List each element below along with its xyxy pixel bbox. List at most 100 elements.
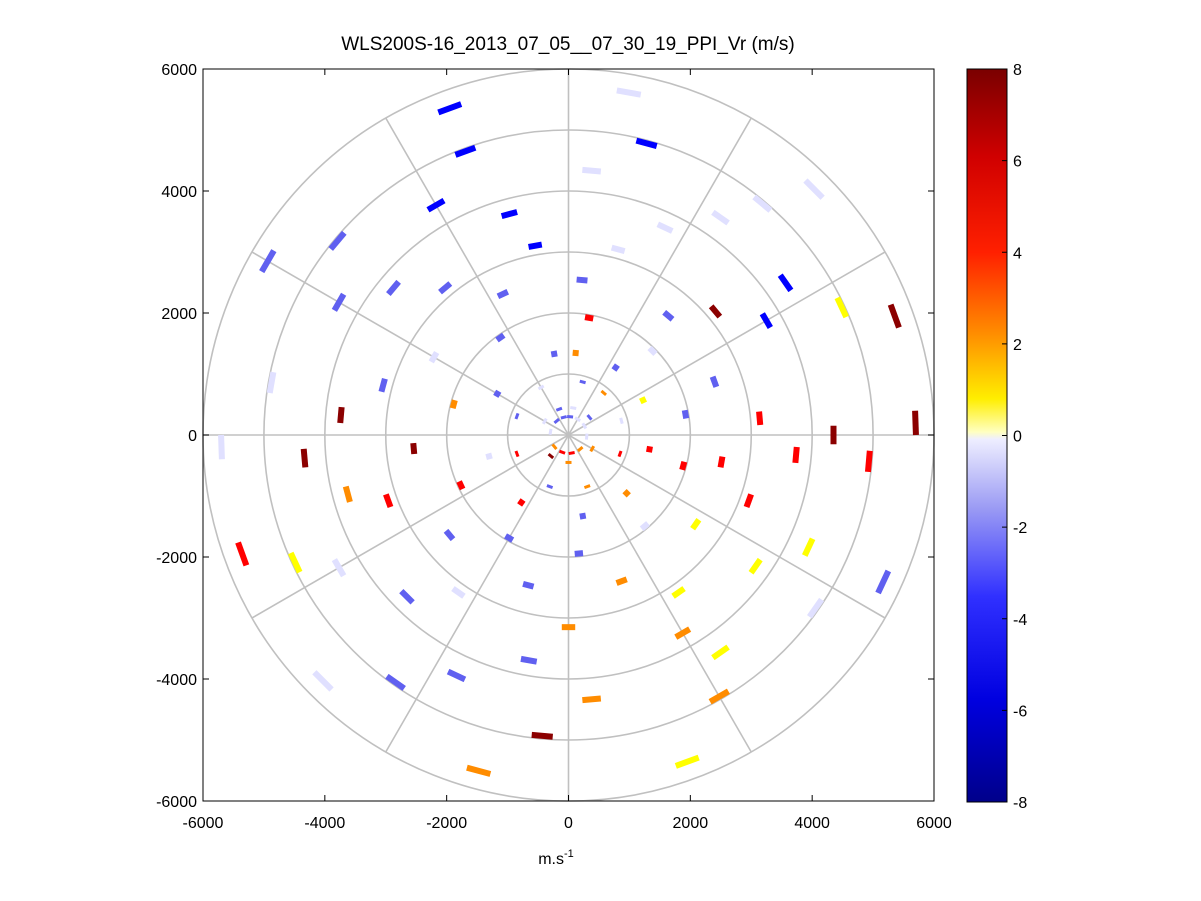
velocity-bin bbox=[517, 498, 526, 507]
velocity-bin bbox=[584, 314, 594, 322]
y-tick-label: 6000 bbox=[161, 62, 197, 79]
velocity-bin bbox=[662, 310, 675, 322]
velocity-bin bbox=[581, 422, 588, 430]
velocity-bin bbox=[635, 137, 658, 149]
colorbar-tick-label: -4 bbox=[1013, 612, 1027, 629]
colorbar-tick-label: 0 bbox=[1013, 429, 1022, 446]
chart-title: WLS200S-16_2013_07_05__07_30_19_PPI_Vr (… bbox=[341, 34, 795, 55]
colorbar-tick-label: 4 bbox=[1013, 245, 1022, 262]
velocity-bin bbox=[520, 655, 538, 665]
velocity-bin bbox=[551, 443, 558, 451]
velocity-bin bbox=[690, 518, 702, 531]
velocity-bin bbox=[619, 417, 624, 425]
velocity-bin bbox=[887, 303, 902, 329]
velocity-bin bbox=[566, 415, 574, 419]
colorbar-ticks: 8 6 4 2 0 -2 -4 -6 -8 bbox=[1002, 62, 1027, 812]
velocity-bin bbox=[674, 626, 692, 640]
velocity-bin bbox=[500, 209, 518, 220]
azimuth-spoke bbox=[568, 434, 886, 619]
y-tick-label: 4000 bbox=[161, 184, 197, 201]
velocity-bin bbox=[410, 442, 418, 455]
velocity-bin bbox=[572, 349, 579, 357]
velocity-bin bbox=[582, 166, 602, 175]
velocity-bin bbox=[541, 417, 548, 425]
velocity-bin bbox=[218, 434, 225, 460]
velocity-bin bbox=[576, 276, 588, 284]
colorbar-tick-label: 6 bbox=[1013, 154, 1022, 171]
velocity-bin bbox=[568, 451, 575, 456]
velocity-bin bbox=[496, 289, 510, 300]
x-tick-label: 4000 bbox=[794, 815, 830, 832]
velocity-bin bbox=[752, 194, 773, 213]
azimuth-spoke bbox=[385, 117, 570, 436]
velocity-bin bbox=[708, 688, 730, 705]
velocity-bin bbox=[743, 493, 754, 509]
velocity-bin bbox=[617, 450, 623, 458]
x-tick-label: -6000 bbox=[183, 815, 224, 832]
velocity-bin bbox=[864, 450, 873, 473]
velocity-bin bbox=[547, 452, 555, 460]
velocity-bin bbox=[579, 512, 587, 520]
colorbar-tick-label: 8 bbox=[1013, 62, 1022, 79]
x-axis-label: m.s-1 bbox=[538, 848, 574, 868]
velocity-bin bbox=[647, 345, 658, 356]
velocity-bin bbox=[679, 460, 688, 471]
velocity-bin bbox=[574, 550, 584, 557]
velocity-bin bbox=[553, 417, 561, 425]
velocity-bin bbox=[504, 533, 515, 543]
velocity-bin bbox=[528, 241, 543, 250]
velocity-bin bbox=[266, 371, 277, 394]
velocity-bin bbox=[586, 414, 593, 421]
velocity-bin bbox=[312, 670, 334, 692]
velocity-bin bbox=[711, 644, 730, 661]
x-tick-label: 2000 bbox=[673, 815, 709, 832]
velocity-bin bbox=[583, 484, 591, 490]
velocity-bin bbox=[711, 209, 730, 226]
velocity-bin bbox=[300, 448, 309, 468]
velocity-bin bbox=[639, 521, 650, 532]
velocity-bin bbox=[451, 586, 466, 599]
velocity-bin bbox=[342, 485, 353, 503]
azimuth-spoke bbox=[567, 117, 752, 436]
velocity-bin bbox=[428, 351, 440, 364]
x-tick-label: -4000 bbox=[304, 815, 345, 832]
x-axis-label-exponent: -1 bbox=[564, 848, 574, 860]
velocity-bin bbox=[717, 456, 726, 468]
velocity-bin bbox=[531, 731, 553, 740]
velocity-bin bbox=[875, 569, 892, 595]
velocity-bin bbox=[681, 409, 690, 419]
x-axis-ticks: -6000 -4000 -2000 0 2000 4000 6000 bbox=[183, 69, 952, 832]
y-tick-label: -6000 bbox=[156, 794, 197, 811]
velocity-bin bbox=[570, 405, 577, 410]
velocity-bin bbox=[777, 273, 794, 293]
velocity-bin bbox=[671, 586, 686, 599]
azimuth-spoke bbox=[251, 434, 569, 619]
velocity-bin bbox=[514, 450, 520, 458]
velocity-bin bbox=[759, 312, 773, 330]
x-tick-label: -2000 bbox=[426, 815, 467, 832]
velocity-bin bbox=[803, 178, 825, 200]
velocity-bin bbox=[495, 332, 506, 343]
velocity-bin bbox=[615, 576, 628, 586]
velocity-bin bbox=[438, 281, 453, 295]
y-tick-label: -2000 bbox=[156, 550, 197, 567]
colorbar-tick-label: -2 bbox=[1013, 520, 1027, 537]
velocity-bin bbox=[466, 764, 492, 777]
velocity-bin bbox=[748, 557, 763, 575]
velocity-bin bbox=[446, 668, 467, 683]
velocity-bin bbox=[328, 230, 347, 251]
velocity-bin bbox=[674, 754, 700, 769]
velocity-bin bbox=[792, 446, 800, 464]
velocity-bin bbox=[802, 537, 816, 557]
velocity-bin bbox=[385, 673, 406, 691]
velocity-bin bbox=[537, 384, 545, 391]
velocity-bin bbox=[449, 399, 458, 410]
velocity-bin bbox=[834, 296, 849, 319]
velocity-bin bbox=[522, 580, 535, 590]
colorbar-tick-label: 2 bbox=[1013, 337, 1022, 354]
velocity-bin bbox=[485, 452, 493, 460]
velocity-bin bbox=[546, 484, 554, 490]
velocity-bin bbox=[611, 363, 620, 372]
y-axis-ticks: 6000 4000 2000 0 -2000 -4000 -6000 bbox=[156, 62, 934, 811]
velocity-bin bbox=[259, 249, 277, 274]
